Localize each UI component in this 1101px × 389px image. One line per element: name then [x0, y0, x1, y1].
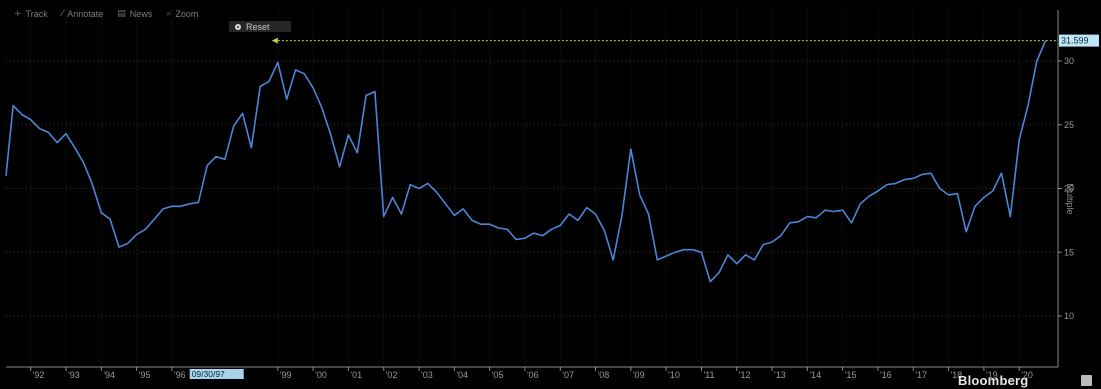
magnifier-icon: ⌕	[166, 9, 172, 19]
reset-label: Reset	[246, 21, 270, 32]
x-tick-label: '11	[703, 370, 714, 380]
x-tick-label: '04	[456, 370, 468, 380]
y-tick-label-10: 10	[1064, 311, 1074, 321]
x-tick-label: '05	[492, 370, 504, 380]
x-tick-label: '01	[350, 370, 362, 380]
x-tick-label: '09	[633, 370, 645, 380]
x-tick-label: '20	[1021, 370, 1033, 380]
x-tick-label: '18	[951, 370, 963, 380]
news-label: News	[129, 9, 153, 19]
crosshair-icon: +	[14, 9, 22, 19]
chart-toolbar: + Track ⁄ Annotate ▤ News ⌕ Zoom	[14, 9, 198, 19]
y-tick-label-15: 15	[1064, 247, 1074, 257]
annotate-label: Annotate	[67, 9, 104, 19]
reset-icon	[235, 23, 241, 30]
x-tick-label: '99	[280, 370, 292, 380]
x-tick-label: '93	[68, 370, 80, 380]
crosshair-date-box	[189, 369, 244, 379]
x-tick-label: '96	[174, 370, 186, 380]
x-tick-label: '10	[668, 370, 680, 380]
series-line[interactable]	[5, 40, 1047, 283]
x-tick-label: '16	[880, 370, 892, 380]
x-tick-label: '07	[562, 370, 574, 380]
x-tick-label: '94	[103, 370, 115, 380]
pencil-icon: ⁄	[61, 9, 64, 19]
x-tick-label: '15	[845, 370, 857, 380]
track-button[interactable]: + Track	[14, 9, 48, 19]
y-tick-label-30: 30	[1064, 56, 1074, 66]
news-button[interactable]: ▤ News	[117, 9, 152, 19]
guide-arrow-icon	[271, 37, 278, 44]
y-axis-label: Multiple	[1065, 183, 1075, 215]
x-tick-label: '17	[915, 370, 927, 380]
x-tick-label: '12	[739, 370, 751, 380]
last-value-badge	[1059, 34, 1099, 47]
last-value-label: 31.599	[1061, 36, 1089, 46]
y-tick-label-25: 25	[1064, 120, 1074, 130]
news-icon: ▤	[117, 9, 126, 19]
x-tick-label: '95	[139, 370, 151, 380]
x-tick-label: '02	[386, 370, 398, 380]
x-tick-label: '13	[774, 370, 786, 380]
zoom-button[interactable]: ⌕ Zoom	[166, 9, 198, 19]
reset-button[interactable]: Reset	[229, 21, 291, 32]
annotate-button[interactable]: ⁄ Annotate	[62, 9, 104, 19]
x-tick-label: '08	[598, 370, 610, 380]
zoom-label: Zoom	[175, 9, 199, 19]
y-tick-label-20: 20	[1064, 184, 1074, 194]
x-tick-label: '03	[421, 370, 433, 380]
x-tick-label: '14	[809, 370, 821, 380]
track-label: Track	[25, 9, 48, 19]
x-tick-label: '00	[315, 370, 327, 380]
x-tick-label: '19	[986, 370, 998, 380]
x-tick-label: '92	[33, 370, 45, 380]
export-icon[interactable]	[1081, 375, 1092, 386]
x-tick-label: '06	[527, 370, 539, 380]
bloomberg-logo: Bloomberg	[958, 373, 1029, 388]
crosshair-date-label: 09/30/97	[192, 369, 225, 379]
